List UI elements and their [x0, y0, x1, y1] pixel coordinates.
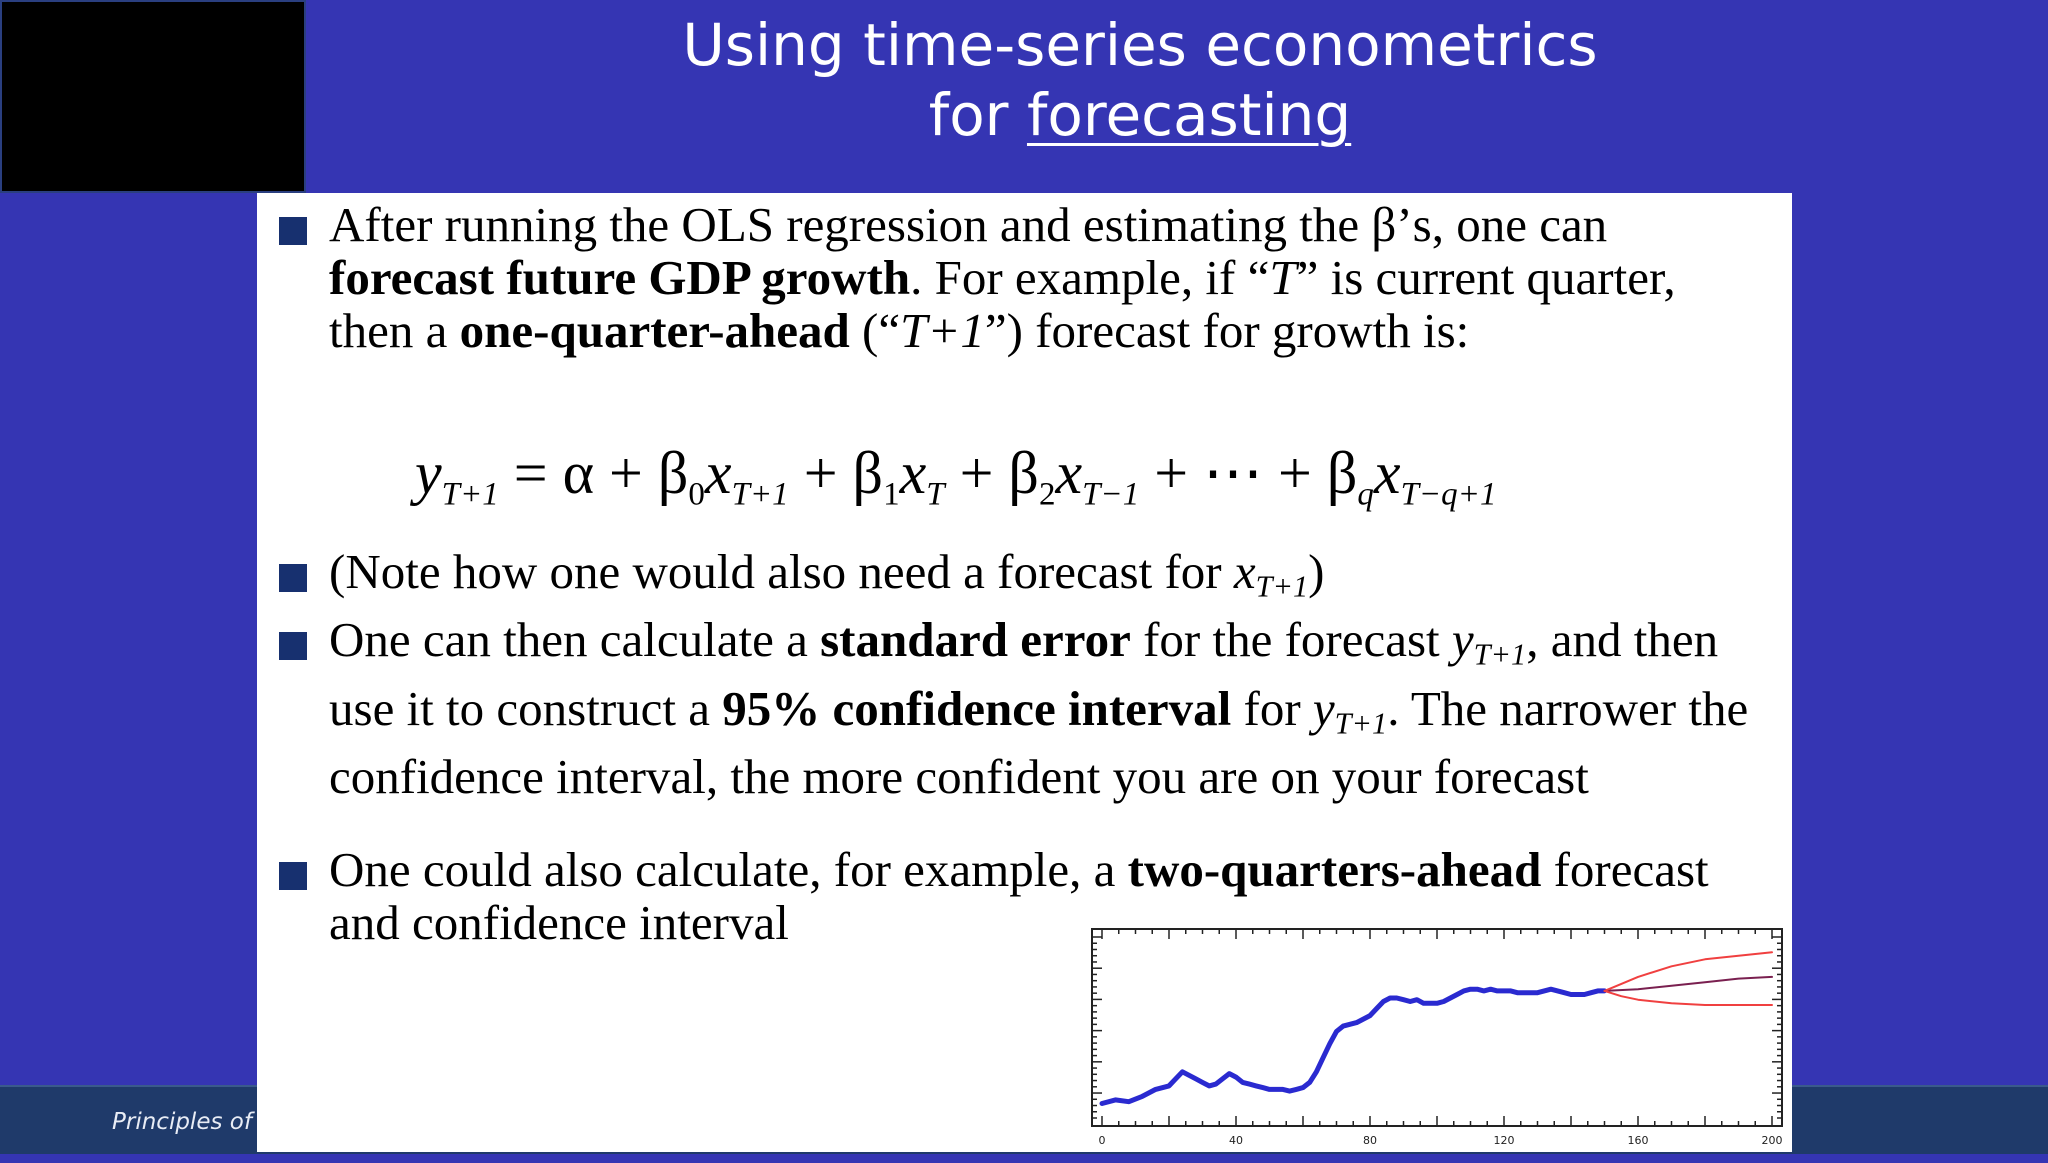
text-run: , and then use it to construct a	[329, 612, 1719, 736]
eq-plus: +	[594, 440, 658, 506]
x-tick-label: 120	[1494, 1134, 1515, 1147]
italic-run: y	[1451, 612, 1474, 667]
text-run: for the forecast	[1130, 612, 1452, 667]
text-run: . For example, if “	[910, 250, 1270, 305]
italic-run: T	[1269, 250, 1297, 305]
bullet-square-icon	[279, 862, 307, 890]
title-prefix: for	[928, 81, 1027, 149]
eq-beta: β	[1008, 440, 1039, 506]
eq-sub: T+1	[731, 476, 789, 513]
bold-run: forecast future GDP growth	[329, 250, 911, 305]
content-panel: After running the OLS regression and est…	[257, 193, 1792, 1152]
bullet-square-icon	[279, 632, 307, 660]
eq-sub: 1	[883, 476, 900, 513]
footer-text: Principles of E	[112, 1109, 274, 1135]
bullet-3-text: One can then calculate a standard error …	[329, 613, 1759, 803]
x-tick-label: 40	[1229, 1134, 1243, 1147]
subscript-run: T+1	[1334, 706, 1388, 740]
italic-run: y	[1312, 680, 1335, 736]
eq-dots: + ⋯ +	[1139, 440, 1327, 506]
text-run: (“	[849, 303, 901, 358]
plot-frame	[1091, 928, 1783, 1127]
text-run: for	[1231, 680, 1313, 736]
text-run: One could also calculate, for example, a	[329, 842, 1128, 897]
text-run: After running the OLS regression and est…	[329, 197, 1608, 252]
bullet-square-icon	[279, 564, 307, 592]
x-tick-label: 200	[1762, 1134, 1783, 1147]
title-line-2: for forecasting	[640, 80, 1640, 150]
italic-run: T+1	[900, 303, 985, 358]
text-run: . The narrower the confidence interval, …	[329, 680, 1749, 804]
eq-x: x	[899, 440, 927, 506]
eq-sub: q	[1357, 476, 1374, 513]
eq-sub: T+1	[441, 476, 499, 513]
upper-band-line	[1603, 951, 1773, 992]
forecast-line	[1603, 975, 1773, 992]
eq-y: y	[415, 440, 442, 506]
italic-run: x	[1233, 544, 1256, 599]
x-tick-label: 160	[1628, 1134, 1649, 1147]
eq-sub: 2	[1038, 476, 1056, 513]
bold-run: one-quarter-ahead	[459, 303, 850, 358]
eq-x: x	[1373, 440, 1401, 506]
x-tick-label: 80	[1363, 1134, 1377, 1147]
forecasting-link[interactable]: forecasting	[1026, 81, 1352, 149]
bullet-1-text: After running the OLS regression and est…	[329, 198, 1759, 357]
text-run: ”) forecast for growth is:	[984, 303, 1470, 358]
eq-beta: β	[1326, 440, 1358, 506]
eq-plus: +	[788, 440, 853, 506]
eq-x: x	[704, 440, 732, 506]
subscript-run: T+1	[1255, 569, 1309, 604]
bold-run: 95% confidence interval	[722, 680, 1232, 736]
eq-x: x	[1055, 440, 1083, 506]
x-tick-label: 0	[1099, 1134, 1106, 1147]
eq-beta: β	[657, 440, 689, 506]
lower-band-line	[1603, 989, 1773, 1006]
text-run: (Note how one would also need a forecast…	[329, 544, 1234, 599]
bullet-4-text: One could also calculate, for example, a…	[329, 843, 1759, 949]
eq-plus: +	[944, 440, 1009, 506]
forecast-chart: 0 40 80 120 160 200	[1091, 928, 1783, 1147]
title-line-1: Using time-series econometrics	[682, 11, 1598, 79]
bullet-2-text: (Note how one would also need a forecast…	[329, 545, 1759, 614]
eq-sub: 0	[688, 476, 705, 513]
webcam-overlay	[0, 0, 306, 193]
subscript-run: T+1	[1473, 637, 1527, 672]
text-run: ” is current quarter, then a	[329, 250, 1676, 358]
text-run: )	[1308, 544, 1325, 599]
text-run: forecast and confidence interval	[329, 842, 1709, 950]
eq-beta: β	[852, 440, 884, 506]
eq-sub: T−1	[1082, 476, 1140, 513]
bold-run: standard error	[820, 612, 1131, 667]
slide-title: Using time-series econometrics for forec…	[640, 10, 1640, 150]
bullet-square-icon	[279, 217, 307, 245]
eq-equals: =	[498, 440, 563, 506]
text-run: One can then calculate a	[329, 612, 821, 667]
bold-run: two-quarters-ahead	[1127, 842, 1542, 897]
eq-sub: T−q+1	[1400, 476, 1497, 513]
forecast-equation: yT+1 = α + β0xT+1 + β1xT + β2xT−1 + ⋯ + …	[415, 438, 1496, 514]
eq-alpha: α	[562, 440, 595, 506]
history-line	[1099, 986, 1607, 1106]
eq-sub: T	[926, 476, 945, 513]
